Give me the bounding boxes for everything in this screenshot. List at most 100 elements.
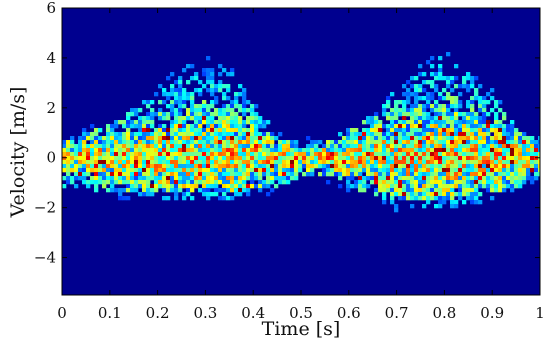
heatmap-cell (194, 144, 199, 149)
heatmap-cell (218, 132, 223, 137)
heatmap-cell (250, 172, 255, 177)
heatmap-cell (94, 148, 99, 153)
heatmap-cell (518, 140, 523, 145)
heatmap-cell (226, 148, 231, 153)
heatmap-cell (234, 176, 239, 181)
heatmap-cell (414, 120, 419, 125)
heatmap-cell (114, 188, 119, 193)
heatmap-layer (62, 52, 540, 213)
heatmap-cell (498, 164, 503, 169)
heatmap-cell (202, 188, 207, 193)
heatmap-cell (94, 132, 99, 137)
heatmap-cell (450, 104, 455, 109)
heatmap-cell (158, 136, 163, 141)
heatmap-cell (482, 172, 487, 177)
heatmap-cell (166, 180, 171, 185)
heatmap-cell (378, 132, 383, 137)
heatmap-cell (230, 144, 235, 149)
heatmap-cell (218, 128, 223, 133)
heatmap-cell (218, 120, 223, 125)
heatmap-cell (462, 136, 467, 141)
heatmap-cell (150, 116, 155, 121)
heatmap-cell (134, 156, 139, 161)
heatmap-cell (374, 116, 379, 121)
heatmap-cell (194, 128, 199, 133)
heatmap-cell (174, 120, 179, 125)
heatmap-cell (242, 152, 247, 157)
heatmap-cell (394, 152, 399, 157)
heatmap-cell (430, 152, 435, 157)
heatmap-cell (322, 168, 327, 173)
heatmap-cell (106, 136, 111, 141)
heatmap-cell (162, 160, 167, 165)
heatmap-cell (194, 104, 199, 109)
heatmap-cell (446, 124, 451, 129)
heatmap-cell (474, 172, 479, 177)
heatmap-cell (214, 124, 219, 129)
heatmap-cell (182, 136, 187, 141)
heatmap-cell (202, 148, 207, 153)
heatmap-cell (530, 168, 535, 173)
heatmap-cell (238, 164, 243, 169)
heatmap-cell (522, 168, 527, 173)
heatmap-cell (166, 144, 171, 149)
heatmap-cell (466, 140, 471, 145)
heatmap-cell (238, 136, 243, 141)
heatmap-cell (374, 160, 379, 165)
heatmap-cell (230, 120, 235, 125)
heatmap-cell (418, 148, 423, 153)
heatmap-cell (434, 116, 439, 121)
heatmap-cell (430, 164, 435, 169)
heatmap-cell (250, 112, 255, 117)
heatmap-cell (502, 144, 507, 149)
y-tick-label: −2 (34, 199, 56, 217)
heatmap-cell (414, 116, 419, 121)
heatmap-cell (506, 128, 511, 133)
heatmap-cell (458, 112, 463, 117)
heatmap-cell (462, 80, 467, 85)
heatmap-cell (470, 180, 475, 185)
heatmap-cell (466, 104, 471, 109)
heatmap-cell (234, 164, 239, 169)
heatmap-cell (126, 148, 131, 153)
heatmap-cell (110, 168, 115, 173)
heatmap-cell (222, 180, 227, 185)
heatmap-cell (442, 120, 447, 125)
heatmap-cell (350, 176, 355, 181)
heatmap-cell (178, 188, 183, 193)
heatmap-cell (426, 140, 431, 145)
heatmap-cell (270, 148, 275, 153)
heatmap-cell (502, 152, 507, 157)
heatmap-cell (94, 152, 99, 157)
heatmap-cell (514, 184, 519, 189)
heatmap-cell (338, 148, 343, 153)
heatmap-cell (214, 88, 219, 93)
heatmap-cell (366, 152, 371, 157)
heatmap-cell (238, 140, 243, 145)
heatmap-cell (390, 168, 395, 173)
heatmap-cell (378, 180, 383, 185)
heatmap-cell (146, 176, 151, 181)
heatmap-cell (458, 132, 463, 137)
heatmap-cell (98, 172, 103, 177)
heatmap-cell (414, 108, 419, 113)
heatmap-cell (494, 144, 499, 149)
heatmap-cell (162, 140, 167, 145)
heatmap-cell (330, 168, 335, 173)
heatmap-cell (194, 184, 199, 189)
heatmap-cell (414, 148, 419, 153)
heatmap-cell (350, 140, 355, 145)
heatmap-cell (242, 176, 247, 181)
x-axis-ticks: 0 0.1 0.2 0.3 0.4 0.5 0.6 0.7 0.8 0.9 1 (57, 8, 545, 322)
heatmap-cell (394, 144, 399, 149)
heatmap-cell (374, 156, 379, 161)
heatmap-cell (538, 160, 540, 165)
heatmap-cell (378, 160, 383, 165)
heatmap-cell (398, 160, 403, 165)
heatmap-cell (342, 172, 347, 177)
heatmap-cell (86, 180, 91, 185)
heatmap-cell (446, 144, 451, 149)
heatmap-cell (258, 116, 263, 121)
heatmap-cell (142, 192, 147, 197)
heatmap-cell (534, 176, 539, 181)
